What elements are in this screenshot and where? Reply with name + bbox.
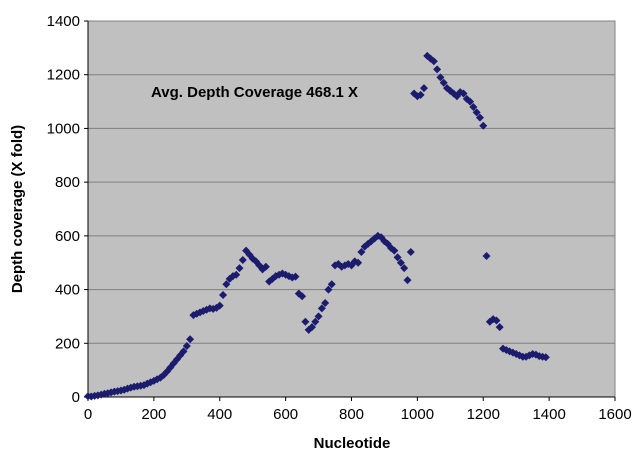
data-point [472,108,481,117]
y-tick-label: 400 [55,282,80,299]
data-point [466,97,475,106]
data-point [232,270,241,279]
data-point [475,113,484,122]
data-point [459,89,468,98]
data-point [235,264,244,273]
y-tick-label: 1200 [47,67,80,84]
data-point [324,285,333,294]
data-point [416,90,425,99]
data-point [219,290,228,299]
data-point [354,258,363,267]
x-tick-label: 200 [141,406,166,423]
data-point [357,247,366,256]
data-point [307,323,316,332]
data-point [298,292,307,301]
x-tick-label: 1600 [598,406,631,423]
x-axis-title: Nucleotide [314,435,391,452]
data-point [433,65,442,74]
data-point [469,102,478,111]
data-point [541,353,550,362]
x-tick-label: 0 [84,406,92,423]
data-point [403,276,412,285]
x-tick-label: 1400 [532,406,565,423]
data-point [400,264,409,273]
data-point [327,280,336,289]
x-axis-ticks: 0 200 400 600 800 1000 1200 1400 1600 [84,397,632,423]
x-tick-label: 800 [339,406,364,423]
plot-area [87,20,616,398]
x-tick-label: 1000 [401,406,434,423]
y-tick-label: 1400 [47,13,80,30]
data-point [291,272,300,281]
x-tick-label: 600 [273,406,298,423]
data-point [215,301,224,310]
data-point [238,256,247,265]
data-point [492,316,501,325]
data-points [84,51,550,401]
y-tick-label: 200 [55,335,80,352]
y-tick-label: 0 [72,389,80,406]
y-axis-title: Depth coverage (X fold) [9,125,26,293]
data-point [406,247,415,256]
data-point [396,258,405,267]
data-point [479,121,488,130]
data-point [182,341,191,350]
y-tick-label: 800 [55,174,80,191]
data-point [390,246,399,255]
grid-lines [88,20,615,344]
data-point [393,253,402,262]
data-point [261,262,270,271]
data-point [311,317,320,326]
data-point [186,335,195,344]
data-point [179,347,188,356]
data-point [314,312,323,321]
avg-coverage-annotation: Avg. Depth Coverage 468.1 X [151,84,358,101]
data-point [321,299,330,307]
data-point [439,78,448,87]
data-point [301,317,310,326]
data-point [419,84,428,93]
data-point [251,257,260,266]
data-point [495,323,504,332]
data-point [482,252,491,260]
y-axis-ticks: 0 200 400 600 800 1000 1200 1400 [47,13,88,406]
y-tick-label: 600 [55,228,80,245]
data-point [222,280,231,289]
y-tick-label: 1000 [47,120,80,137]
data-point [429,57,438,66]
data-point [436,73,445,82]
x-tick-label: 1200 [467,406,500,423]
data-point [317,304,326,313]
x-tick-label: 400 [207,406,232,423]
